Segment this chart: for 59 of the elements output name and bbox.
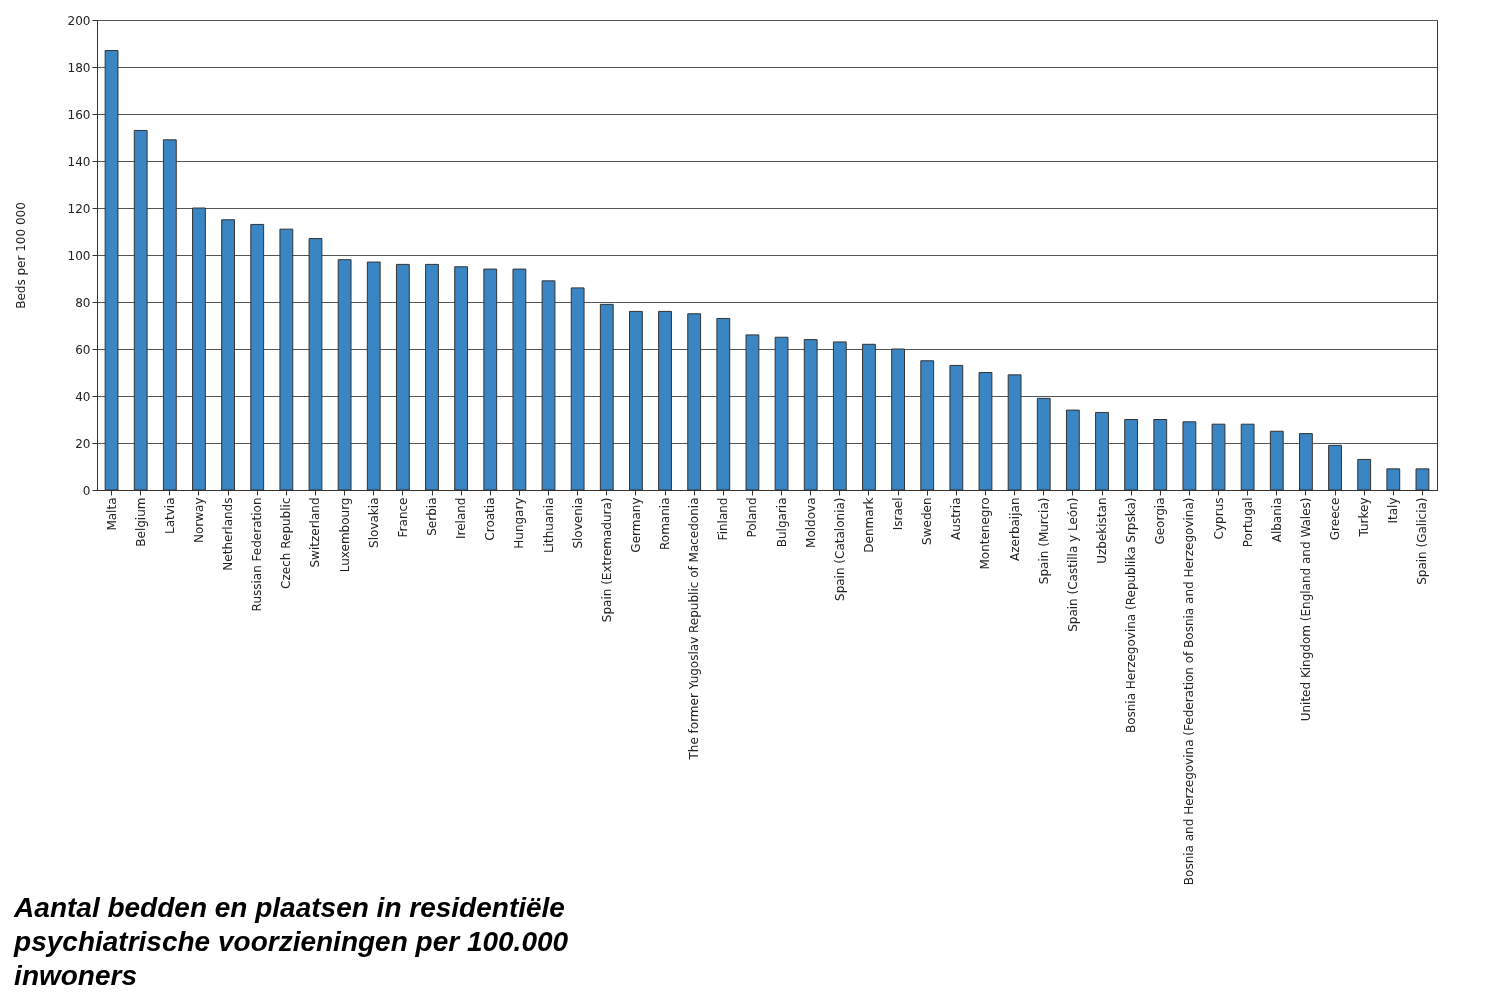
x-tick-label: Portugal — [1240, 497, 1255, 548]
x-tick-label: Switzerland — [308, 497, 323, 568]
y-tick-label: 180 — [67, 60, 91, 75]
x-tick-label: Bosnia and Herzegovina (Federation of Bosnia and Herzegovina) — [1182, 497, 1197, 886]
x-tick-label: Denmark — [861, 497, 876, 553]
y-tick-label: 0 — [82, 483, 91, 498]
y-tick-label: 100 — [67, 248, 91, 263]
x-tick-label: Austria — [949, 497, 964, 540]
x-tick-label: Norway — [191, 497, 206, 544]
x-tick-label: Greece — [1328, 497, 1343, 541]
x-tick-label: United Kingdom (England and Wales) — [1298, 497, 1313, 722]
x-tick-label: Cyprus — [1211, 497, 1226, 540]
x-tick-label: Montenegro — [978, 497, 993, 570]
x-tick-label: Netherlands — [221, 497, 236, 571]
x-tick-label: Turkey — [1357, 497, 1372, 538]
x-tick-label: Spain (Extremadura) — [599, 497, 614, 623]
x-tick-label: Spain (Murcia) — [1036, 497, 1051, 585]
x-tick-label: Uzbekistan — [1095, 497, 1109, 564]
x-tick-label: Luxembourg — [337, 497, 352, 573]
x-tick-label: Spain (Catalonia) — [832, 497, 847, 601]
y-tick-label: 160 — [67, 107, 91, 122]
x-tick-label: Israel — [891, 497, 906, 531]
y-tick-label: 120 — [67, 201, 91, 216]
x-tick-label: Belgium — [133, 497, 148, 547]
x-tick-label: Sweden — [920, 497, 935, 545]
y-tick-label: 20 — [75, 436, 91, 451]
x-tick-label: Azerbaijan — [1007, 497, 1022, 561]
x-tick-label: Poland — [745, 497, 760, 538]
x-tick-label: Romania — [658, 497, 673, 550]
x-tick-label: Spain (Castilla y León) — [1065, 497, 1080, 632]
text: Aantal bedden en plaatsen in residentiële psychiatrische voorzieningen per 100.000 inwoners — [13, 891, 569, 991]
x-tick-label: Slovakia — [366, 497, 381, 548]
x-tick-label: Hungary — [512, 497, 527, 549]
x-tick-label: Ireland — [454, 497, 469, 540]
x-tick-label: The former Yugoslav Republic of Macedonia — [687, 497, 702, 761]
x-tick-label: Latvia — [162, 497, 177, 535]
y-tick-label: 200 — [67, 13, 91, 28]
x-tick-label: Spain (Galicia) — [1415, 497, 1430, 585]
x-tick-label: Malta — [104, 497, 119, 531]
x-tick-label: Slovenia — [570, 497, 585, 549]
x-tick-label: Czech Republic — [279, 497, 294, 589]
y-axis-title: Beds per 100 000 — [13, 202, 28, 309]
y-tick-label: 140 — [67, 154, 91, 169]
x-tick-label: Croatia — [483, 497, 498, 541]
x-tick-label: Germany — [628, 497, 643, 553]
x-tick-label: Italy — [1386, 497, 1401, 524]
x-tick-label: Bosnia Herzegovina (Republika Srpska) — [1124, 497, 1139, 734]
x-tick-label: Lithuania — [541, 497, 556, 554]
x-tick-label: Bulgaria — [774, 497, 789, 548]
y-tick-label: 40 — [75, 389, 91, 404]
x-tick-label: Russian Federation — [250, 497, 265, 612]
x-tick-label: Finland — [716, 497, 731, 541]
x-tick-label: Georgia — [1153, 497, 1168, 545]
x-tick-label: Serbia — [425, 497, 439, 536]
y-tick-label: 60 — [75, 342, 91, 357]
x-tick-label: Albania — [1269, 497, 1284, 543]
y-tick-label: 80 — [75, 295, 91, 310]
x-tick-label: Moldova — [803, 497, 818, 548]
x-tick-label: France — [395, 497, 410, 538]
